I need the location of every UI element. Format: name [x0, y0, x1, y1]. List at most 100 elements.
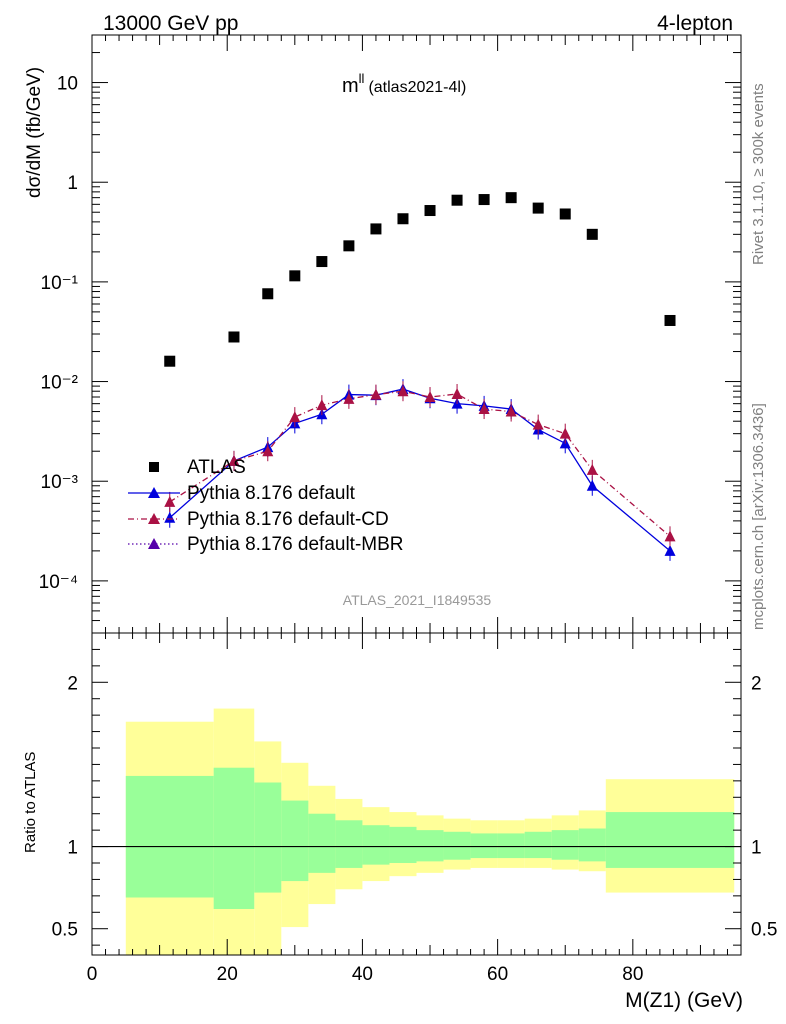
main-y-tick-label: 10⁻⁴ [39, 572, 78, 593]
band-inner-bin [470, 833, 498, 859]
band-inner-bin [389, 826, 417, 863]
legend-marker-pythia-mbr [148, 538, 160, 549]
band-inner-bin [362, 825, 390, 865]
band-inner-bin [524, 831, 552, 859]
data-point [316, 399, 328, 411]
x-tick-label: 20 [217, 964, 238, 985]
data-point [164, 355, 176, 367]
main-data-series [164, 192, 676, 561]
data-point [586, 479, 598, 491]
rivet-version-label: Rivet 3.1.10, ≥ 300k events [750, 83, 767, 265]
data-point [559, 427, 571, 439]
ratio-uncertainty-bands [125, 708, 735, 955]
data-point [424, 205, 436, 217]
data-point [478, 403, 490, 415]
data-point [397, 213, 409, 225]
data-point [424, 390, 436, 402]
band-inner-bin [605, 812, 735, 868]
ratio-y-tick-label-left: 1 [67, 838, 78, 859]
band-inner-bin [416, 830, 444, 862]
main-y-tick-label: 1 [67, 173, 78, 194]
data-point [164, 511, 176, 523]
data-point [664, 530, 676, 542]
main-y-tick-label: 10⁻¹ [41, 273, 79, 294]
series-0 [164, 192, 676, 367]
data-point [262, 288, 274, 300]
data-point [586, 463, 598, 475]
ratio-y-tick-label-right: 1 [751, 838, 762, 859]
data-point [289, 411, 301, 423]
x-tick-label: 0 [87, 964, 98, 985]
data-point [559, 208, 571, 220]
ratio-panel-frame [91, 632, 742, 956]
ratio-y-tick-label-right: 0.5 [751, 920, 777, 941]
data-point [370, 388, 382, 400]
data-point [343, 392, 355, 404]
main-y-tick-label: 10 [57, 74, 78, 95]
data-point [478, 194, 490, 206]
data-point [397, 385, 409, 397]
data-point [262, 445, 274, 457]
main-axis-ticks [91, 34, 741, 634]
ratio-y-tick-labels: 2 2 1 1 0.5 0.5 [52, 673, 778, 940]
data-point [228, 331, 240, 343]
data-point [451, 388, 463, 400]
chart-title-sup: ll [359, 71, 365, 86]
ratio-y-tick-label-right: 2 [751, 673, 762, 694]
band-inner-bin [125, 775, 214, 898]
ratio-y-axis-title: Ratio to ATLAS [22, 752, 39, 853]
analysis-watermark: ATLAS_2021_I1849535 [343, 592, 492, 608]
main-y-tick-label: 10⁻³ [41, 472, 79, 493]
mcplots-label: mcplots.cern.ch [arXiv:1306.3436] [750, 403, 767, 630]
band-inner-bin [578, 828, 606, 862]
data-point [164, 495, 176, 507]
data-point [586, 228, 598, 240]
data-point [343, 240, 355, 252]
chart-title-main: m [342, 75, 359, 97]
band-inner-bin [443, 831, 471, 860]
legend-label-pythia-default: Pythia 8.176 default [187, 483, 356, 504]
data-point [228, 454, 240, 466]
x-tick-label: 40 [352, 964, 373, 985]
chart-title-sub: (atlas2021-4l) [368, 79, 466, 96]
data-point [505, 405, 517, 417]
data-point [532, 202, 544, 214]
band-inner-bin [308, 813, 336, 873]
data-point [289, 270, 301, 282]
legend: ATLAS Pythia 8.176 default Pythia 8.176 … [128, 457, 404, 555]
main-y-axis-title: dσ/dM (fb/GeV) [24, 67, 45, 198]
ratio-y-tick-label-left: 0.5 [52, 920, 78, 941]
legend-marker-atlas [149, 462, 159, 472]
x-tick-labels: 0 20 40 60 80 [87, 964, 644, 985]
legend-marker-pythia-default [148, 487, 160, 498]
channel-label: 4-lepton [657, 12, 733, 35]
data-point [664, 314, 676, 326]
band-inner-bin [551, 830, 579, 860]
series-line [169, 388, 671, 552]
series-2 [164, 381, 676, 547]
band-inner-bin [213, 767, 255, 909]
energy-label: 13000 GeV pp [103, 12, 238, 35]
band-inner-bin [281, 800, 309, 882]
band-inner-bin [335, 820, 363, 868]
chart-title: mll(atlas2021-4l) [342, 71, 466, 97]
ratio-y-tick-label-left: 2 [67, 673, 78, 694]
band-inner-bin [497, 833, 525, 859]
data-point [316, 256, 328, 268]
data-point [532, 418, 544, 430]
band-inner-bin [254, 782, 282, 893]
x-tick-label: 80 [622, 964, 643, 985]
legend-label-pythia-cd: Pythia 8.176 default-CD [187, 509, 389, 530]
data-point [370, 223, 382, 235]
legend-label-pythia-mbr: Pythia 8.176 default-MBR [187, 534, 404, 555]
ratio-panel: 2 2 1 1 0.5 0.5 0 20 40 60 80 Ratio to ATLAS M(Z1… [22, 632, 778, 1012]
legend-marker-pythia-cd [148, 513, 160, 524]
main-y-tick-labels: 10 1 10⁻¹ 10⁻² 10⁻³ 10⁻⁴ [39, 74, 78, 593]
data-point [664, 544, 676, 556]
main-y-tick-label: 10⁻² [41, 373, 79, 394]
data-point [505, 192, 517, 204]
legend-label-atlas: ATLAS [187, 457, 246, 478]
x-axis-title: M(Z1) (GeV) [625, 989, 743, 1012]
main-panel: dσ/dM (fb/GeV) mll(atlas2021-4l) ATLAS_2… [24, 34, 742, 634]
